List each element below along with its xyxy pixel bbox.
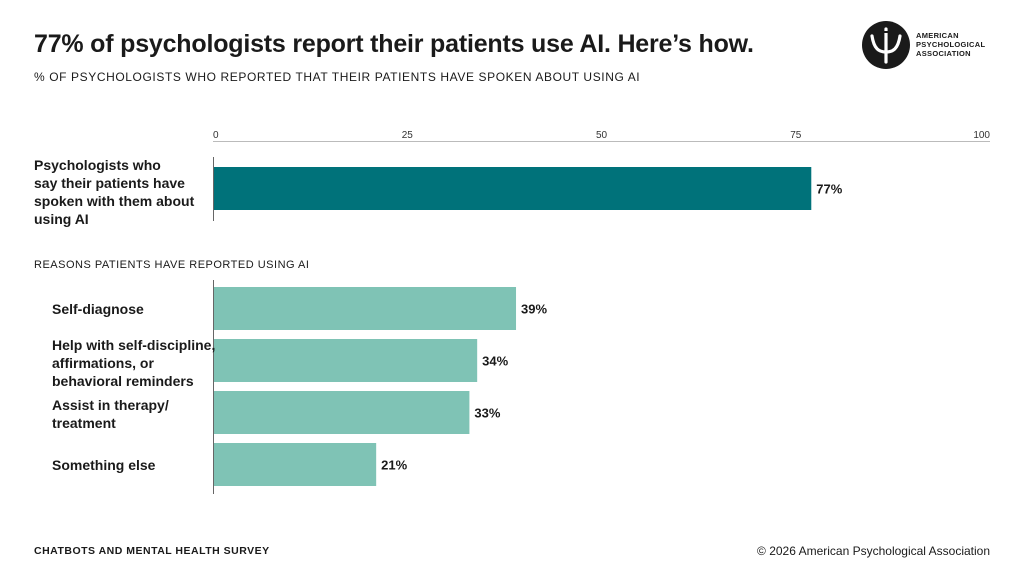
logo-wordmark: AMERICAN PSYCHOLOGICAL ASSOCIATION — [916, 31, 985, 58]
apa-logo: AMERICAN PSYCHOLOGICAL ASSOCIATION — [861, 20, 1001, 70]
x-tick-label: 25 — [402, 130, 414, 141]
x-tick-label: 0 — [213, 130, 219, 141]
footer-copyright: © 2026 American Psychological Associatio… — [757, 544, 990, 558]
bar-value-label: 34% — [482, 354, 508, 369]
x-tick-label: 50 — [596, 130, 608, 141]
page-title: 77% of psychologists report their patien… — [34, 30, 754, 58]
psi-logo-icon — [862, 21, 910, 69]
category-label-primary: Psychologists who say their patients hav… — [34, 157, 195, 227]
bar — [214, 339, 478, 382]
logo-line-3: ASSOCIATION — [916, 49, 971, 58]
footer-survey-name: CHATBOTS AND MENTAL HEALTH SURVEY — [34, 545, 270, 557]
bar — [214, 391, 470, 434]
bar — [214, 443, 377, 486]
category-label-therapy: Assist in therapy/ treatment — [52, 397, 169, 431]
bar-value-label: 33% — [474, 406, 500, 421]
category-label-self-diagnose: Self-diagnose — [52, 301, 144, 317]
bar-value-label: 39% — [521, 302, 547, 317]
x-tick-label: 100 — [973, 130, 990, 141]
bar — [214, 287, 517, 330]
category-label-self-discipline: Help with self-discipline, affirmations,… — [52, 337, 216, 389]
bar-value-label: 21% — [381, 458, 407, 473]
logo-line-2: PSYCHOLOGICAL — [916, 40, 986, 49]
section-label-reasons: Reasons patients have reported using AI — [34, 259, 310, 271]
x-tick-label: 75 — [790, 130, 802, 141]
bar — [214, 167, 812, 210]
category-label-something-else: Something else — [52, 457, 156, 473]
logo-line-1: AMERICAN — [916, 31, 959, 40]
chart-subtitle: % of psychologists who reported that the… — [34, 70, 641, 84]
bar-value-label: 77% — [816, 182, 842, 197]
